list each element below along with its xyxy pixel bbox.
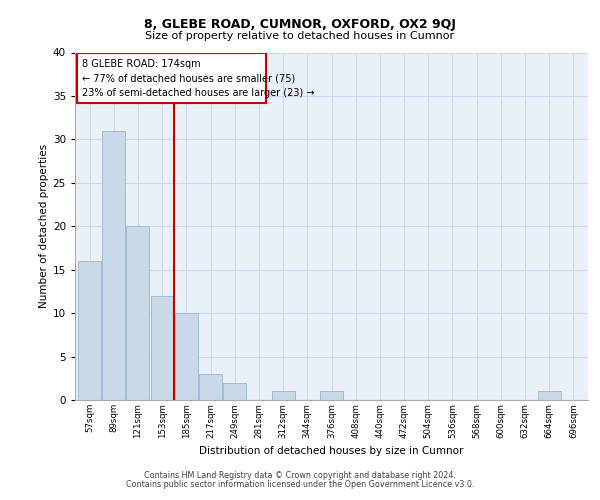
- Bar: [223, 382, 246, 400]
- Text: 8, GLEBE ROAD, CUMNOR, OXFORD, OX2 9QJ: 8, GLEBE ROAD, CUMNOR, OXFORD, OX2 9QJ: [144, 18, 456, 31]
- Bar: [127, 226, 149, 400]
- Bar: [175, 313, 198, 400]
- Bar: [151, 296, 173, 400]
- Bar: [272, 392, 295, 400]
- Bar: [320, 392, 343, 400]
- Bar: [199, 374, 222, 400]
- Bar: [538, 392, 561, 400]
- Bar: [102, 130, 125, 400]
- Text: Contains HM Land Registry data © Crown copyright and database right 2024.: Contains HM Land Registry data © Crown c…: [144, 471, 456, 480]
- Text: Size of property relative to detached houses in Cumnor: Size of property relative to detached ho…: [145, 31, 455, 41]
- Text: Contains public sector information licensed under the Open Government Licence v3: Contains public sector information licen…: [126, 480, 474, 489]
- Y-axis label: Number of detached properties: Number of detached properties: [38, 144, 49, 308]
- Text: 23% of semi-detached houses are larger (23) →: 23% of semi-detached houses are larger (…: [82, 88, 315, 99]
- Text: ← 77% of detached houses are smaller (75): ← 77% of detached houses are smaller (75…: [82, 74, 296, 84]
- Text: 8 GLEBE ROAD: 174sqm: 8 GLEBE ROAD: 174sqm: [82, 59, 201, 69]
- Bar: [78, 261, 101, 400]
- FancyBboxPatch shape: [77, 52, 266, 103]
- X-axis label: Distribution of detached houses by size in Cumnor: Distribution of detached houses by size …: [199, 446, 464, 456]
